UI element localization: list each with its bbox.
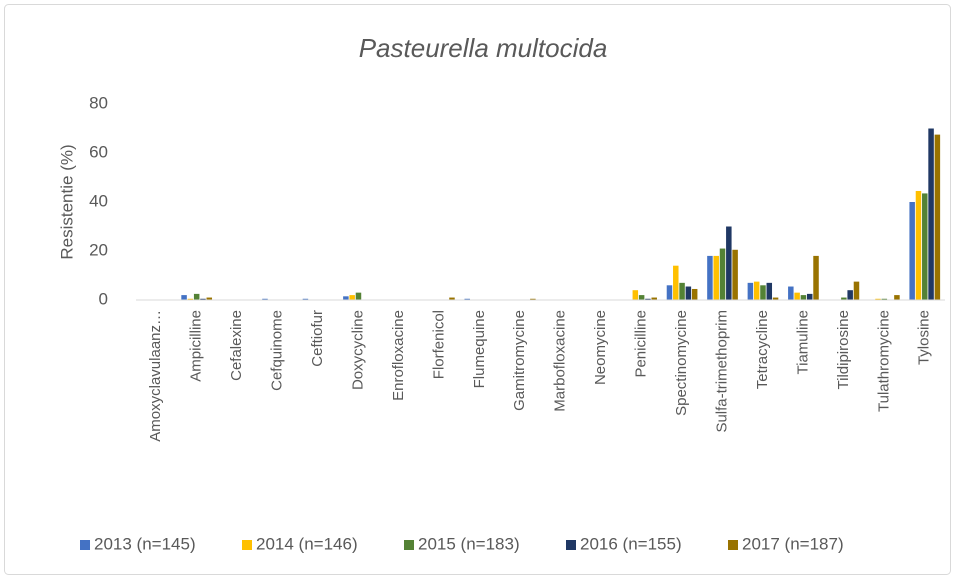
legend-swatch <box>242 540 252 550</box>
x-tick-label: Tiamuline <box>794 310 811 374</box>
x-tick-label: Cefalexine <box>228 310 245 381</box>
bar <box>772 297 779 300</box>
bar <box>894 295 900 300</box>
bar <box>691 288 698 300</box>
x-tick-label: Ceftiofur <box>309 310 326 367</box>
chart-border <box>4 4 951 575</box>
bar <box>651 297 657 300</box>
bar <box>922 193 928 300</box>
bar <box>847 290 853 300</box>
x-tick-label: Ampicilline <box>188 310 205 382</box>
bar <box>794 292 800 300</box>
bar <box>181 295 187 300</box>
bar <box>206 297 213 300</box>
bar <box>685 286 692 300</box>
bar <box>928 128 934 300</box>
bar <box>788 286 794 300</box>
bar <box>841 297 847 300</box>
bar <box>638 295 645 300</box>
bar <box>853 281 860 300</box>
legend-swatch <box>728 540 738 550</box>
x-tick-label: Neomycine <box>592 310 609 385</box>
bar <box>349 295 355 300</box>
bar <box>666 285 673 300</box>
bar <box>934 134 941 300</box>
bar <box>673 265 679 300</box>
x-tick-label: Flumequine <box>471 310 488 388</box>
x-tick-label: Florfenicol <box>430 310 447 379</box>
x-tick-label: Tildipirosine <box>835 310 852 389</box>
legend-swatch <box>80 540 90 550</box>
x-tick-label: Spectinomycine <box>673 310 690 416</box>
bar <box>881 298 888 300</box>
bar <box>187 298 194 300</box>
legend-label: 2016 (n=155) <box>580 534 682 553</box>
legend-label: 2017 (n=187) <box>742 534 844 553</box>
bar <box>645 298 651 300</box>
legend-swatch <box>404 540 414 550</box>
bar <box>915 190 922 300</box>
legend-label: 2014 (n=146) <box>256 534 358 553</box>
x-tick-label: Amoxyclavulaanz… <box>147 310 164 442</box>
bar <box>800 295 807 300</box>
bar <box>806 293 813 300</box>
y-tick-label: 40 <box>89 191 108 210</box>
bar <box>732 249 738 300</box>
bar <box>679 282 685 300</box>
x-tick-label: Cefquinome <box>269 310 286 391</box>
bar <box>343 296 349 300</box>
x-tick-label: Sulfa-trimethoprim <box>713 310 730 433</box>
bar <box>200 298 206 300</box>
bar <box>719 248 726 300</box>
y-axis-label: Resistentie (%) <box>57 144 76 259</box>
bar <box>813 255 819 300</box>
bar <box>909 202 915 300</box>
bar <box>726 226 732 300</box>
x-tick-label: Gamitromycine <box>511 310 528 411</box>
x-tick-label: Penicilline <box>633 310 650 378</box>
y-tick-label: 0 <box>99 289 108 308</box>
bar <box>530 298 536 300</box>
y-tick-label: 60 <box>89 142 108 161</box>
bar <box>753 281 760 300</box>
bar <box>707 255 713 300</box>
bar <box>632 290 639 300</box>
bar <box>302 298 309 300</box>
y-tick-label: 80 <box>89 93 108 112</box>
x-tick-label: Marbofloxacine <box>552 310 569 412</box>
bar <box>464 298 470 300</box>
x-tick-label: Doxycycline <box>349 310 366 390</box>
legend-label: 2015 (n=183) <box>418 534 520 553</box>
x-tick-label: Tetracycline <box>754 310 771 389</box>
y-tick-label: 20 <box>89 240 108 259</box>
bar <box>193 293 200 300</box>
bar <box>713 255 719 300</box>
chart-title: Pasteurella multocida <box>359 33 608 63</box>
bar <box>766 282 773 300</box>
x-tick-label: Tulathromycine <box>875 310 892 412</box>
x-tick-label: Tylosine <box>916 310 933 365</box>
x-tick-label: Enrofloxacine <box>390 310 407 401</box>
bar <box>355 292 362 300</box>
bar <box>760 285 766 300</box>
bar <box>747 282 754 300</box>
bar <box>262 298 268 300</box>
bar <box>449 297 455 300</box>
bar <box>875 298 881 300</box>
legend-label: 2013 (n=145) <box>94 534 196 553</box>
legend-swatch <box>566 540 576 550</box>
